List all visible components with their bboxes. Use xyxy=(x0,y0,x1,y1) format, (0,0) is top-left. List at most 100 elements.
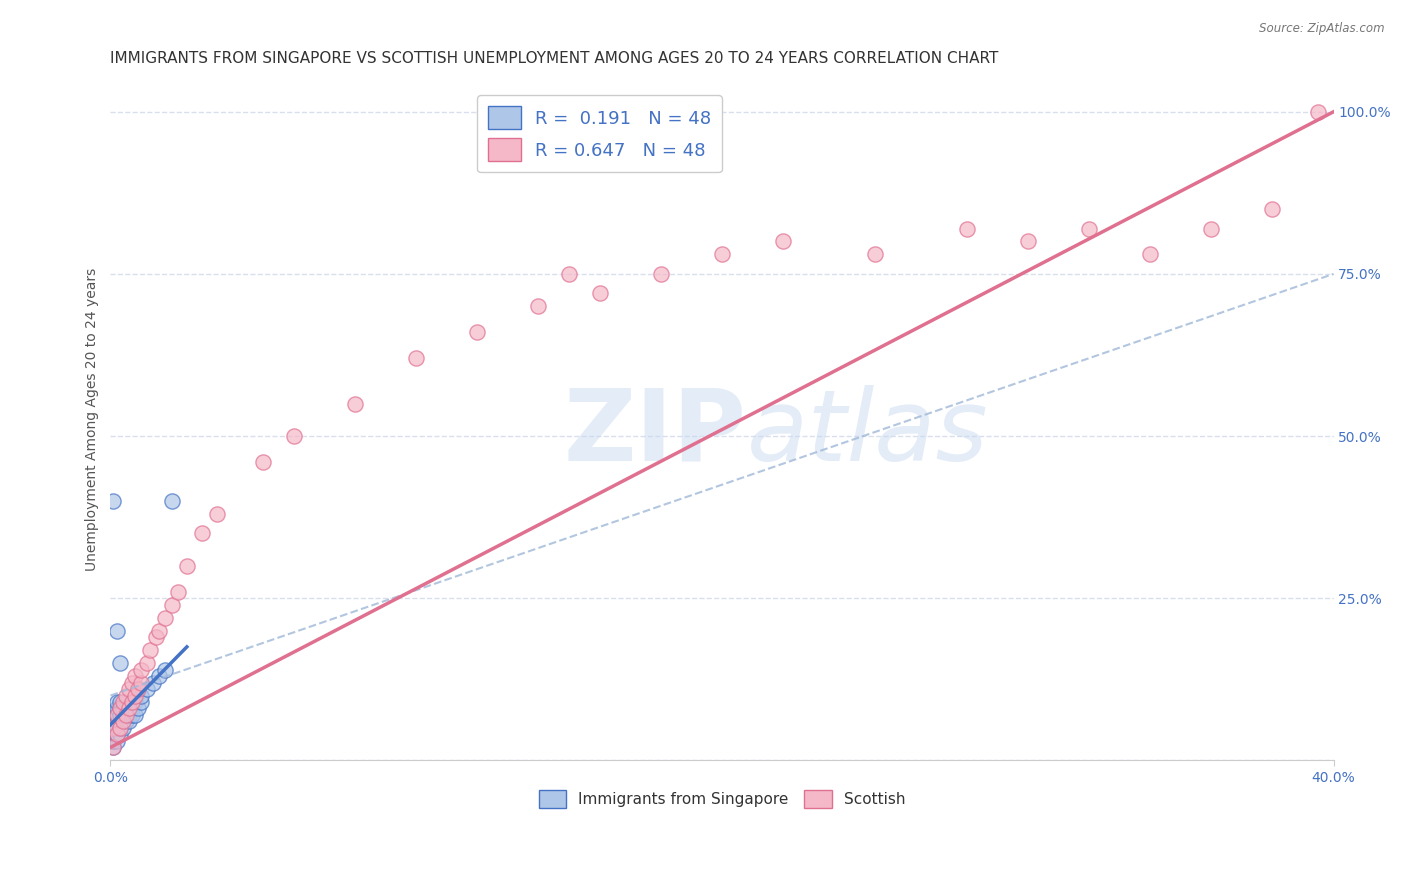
Point xyxy=(118,701,141,715)
Point xyxy=(121,675,143,690)
Text: Source: ZipAtlas.com: Source: ZipAtlas.com xyxy=(1260,22,1385,36)
Point xyxy=(108,701,131,715)
Point xyxy=(650,267,672,281)
Point xyxy=(148,669,170,683)
Point xyxy=(772,235,794,249)
Point xyxy=(105,695,128,709)
Point xyxy=(955,221,977,235)
Point xyxy=(108,701,131,715)
Point xyxy=(111,695,134,709)
Point xyxy=(191,526,214,541)
Point xyxy=(527,299,550,313)
Point xyxy=(105,727,128,741)
Point xyxy=(103,740,125,755)
Point xyxy=(103,714,125,729)
Point xyxy=(136,656,159,670)
Point xyxy=(127,701,149,715)
Point xyxy=(145,630,167,644)
Point xyxy=(114,714,136,729)
Point xyxy=(103,727,125,741)
Point xyxy=(108,656,131,670)
Point xyxy=(103,721,125,735)
Point xyxy=(105,727,128,741)
Point xyxy=(124,689,146,703)
Point xyxy=(103,494,125,508)
Point xyxy=(105,721,128,735)
Point xyxy=(103,727,125,741)
Point xyxy=(114,708,136,723)
Point xyxy=(129,663,152,677)
Point xyxy=(118,681,141,696)
Point xyxy=(121,695,143,709)
Point xyxy=(105,708,128,723)
Point xyxy=(160,494,183,508)
Point xyxy=(105,714,128,729)
Point xyxy=(114,689,136,703)
Point xyxy=(283,429,305,443)
Point xyxy=(1261,202,1284,216)
Point xyxy=(252,455,274,469)
Point xyxy=(103,721,125,735)
Point xyxy=(129,695,152,709)
Point xyxy=(176,558,198,573)
Point xyxy=(108,714,131,729)
Point xyxy=(207,507,229,521)
Point xyxy=(558,267,581,281)
Point xyxy=(111,714,134,729)
Point xyxy=(111,721,134,735)
Point xyxy=(103,708,125,723)
Point xyxy=(121,708,143,723)
Point xyxy=(142,675,165,690)
Point xyxy=(105,721,128,735)
Point xyxy=(114,701,136,715)
Point xyxy=(111,708,134,723)
Point xyxy=(118,708,141,723)
Point xyxy=(105,734,128,748)
Point xyxy=(105,727,128,741)
Point xyxy=(108,708,131,723)
Point xyxy=(405,351,427,366)
Point xyxy=(588,286,610,301)
Point xyxy=(108,721,131,735)
Point xyxy=(1199,221,1222,235)
Point xyxy=(863,247,886,261)
Point xyxy=(111,701,134,715)
Point xyxy=(105,624,128,638)
Point xyxy=(129,675,152,690)
Point xyxy=(1017,235,1039,249)
Point xyxy=(105,708,128,723)
Point xyxy=(118,714,141,729)
Point xyxy=(124,669,146,683)
Text: ZIP: ZIP xyxy=(564,385,747,482)
Point xyxy=(108,721,131,735)
Point xyxy=(103,734,125,748)
Point xyxy=(118,701,141,715)
Point xyxy=(148,624,170,638)
Point xyxy=(127,681,149,696)
Point xyxy=(155,610,177,624)
Point xyxy=(1139,247,1161,261)
Point xyxy=(129,689,152,703)
Point xyxy=(1308,104,1330,119)
Point xyxy=(111,714,134,729)
Point xyxy=(103,734,125,748)
Text: IMMIGRANTS FROM SINGAPORE VS SCOTTISH UNEMPLOYMENT AMONG AGES 20 TO 24 YEARS COR: IMMIGRANTS FROM SINGAPORE VS SCOTTISH UN… xyxy=(111,51,998,66)
Point xyxy=(139,643,162,657)
Point xyxy=(136,681,159,696)
Legend: Immigrants from Singapore, Scottish: Immigrants from Singapore, Scottish xyxy=(533,784,911,814)
Point xyxy=(105,701,128,715)
Point xyxy=(103,740,125,755)
Point xyxy=(124,708,146,723)
Point xyxy=(124,695,146,709)
Point xyxy=(710,247,733,261)
Point xyxy=(114,708,136,723)
Point xyxy=(1077,221,1099,235)
Point xyxy=(155,663,177,677)
Text: atlas: atlas xyxy=(747,385,988,482)
Point xyxy=(108,695,131,709)
Point xyxy=(344,397,367,411)
Point xyxy=(121,701,143,715)
Point xyxy=(108,727,131,741)
Point xyxy=(166,584,188,599)
Point xyxy=(467,326,489,340)
